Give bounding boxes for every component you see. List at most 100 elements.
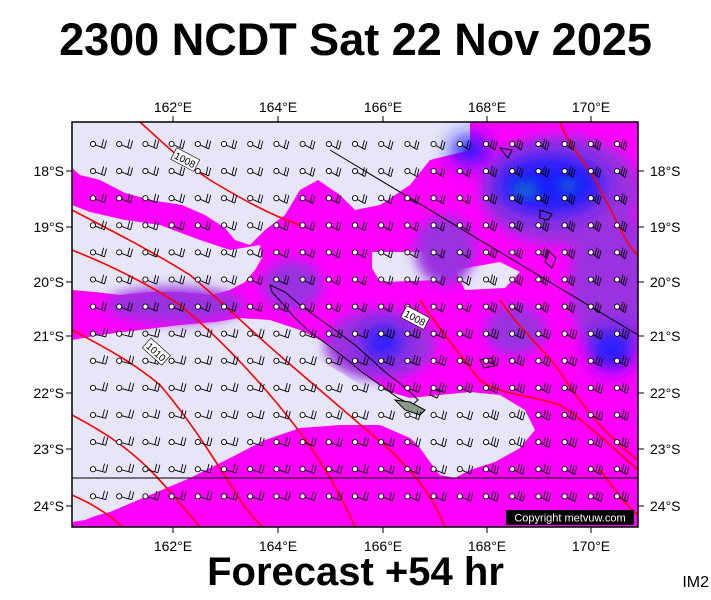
wind-barb [561, 409, 578, 421]
wind-barb [220, 166, 238, 177]
wind-barb [220, 275, 238, 285]
wind-barb [613, 193, 628, 205]
wind-barb [299, 355, 317, 366]
wind-barb [142, 409, 161, 419]
wind-barb [430, 275, 446, 286]
wind-barb [482, 409, 500, 421]
reference-lines [72, 149, 638, 479]
wind-barb [509, 138, 524, 151]
wind-barb [299, 221, 316, 231]
wind-barb [509, 165, 524, 178]
wind-barb [509, 274, 524, 286]
wind-barb [509, 382, 526, 394]
wind-barb [587, 166, 602, 178]
wind-barb [587, 409, 604, 421]
wind-barb [378, 167, 394, 178]
wind-barb [325, 355, 343, 366]
wind-barb [378, 327, 395, 339]
lon-tick-top-168: 168°E [468, 99, 506, 115]
wind-barb [587, 139, 602, 151]
wind-barb [142, 382, 161, 392]
wind-barb [456, 167, 472, 178]
wind-barb [613, 166, 628, 178]
wind-barb [482, 138, 498, 151]
wind-barb [299, 437, 317, 447]
wind-barb [220, 220, 238, 231]
wind-barb [89, 220, 107, 231]
wind-barb [247, 220, 264, 231]
lon-tick-top-166: 166°E [364, 99, 402, 115]
wind-barb [482, 382, 500, 394]
wind-barb [535, 409, 552, 421]
wind-barb [351, 491, 369, 502]
wind-barb [220, 328, 239, 338]
wind-barb [430, 464, 448, 475]
wind-barb [89, 301, 107, 312]
wind-barb [142, 220, 160, 231]
wind-barb [404, 248, 420, 259]
wind-barb [220, 491, 239, 501]
wind-barb [247, 355, 265, 366]
lon-axis-bottom: 162°E 164°E 166°E 168°E 170°E [154, 538, 610, 554]
wind-barb [194, 436, 213, 447]
wind-barb [378, 464, 395, 475]
lat-tick-right-23: 23°S [650, 441, 681, 457]
wind-barb [378, 302, 394, 313]
wind-barb [273, 139, 290, 150]
wind-barb [587, 220, 602, 232]
wind-barb [509, 247, 524, 259]
wind-barb [116, 247, 133, 258]
wind-barb [482, 247, 498, 259]
wind-barb [430, 491, 448, 502]
wind-barb [587, 382, 604, 394]
wind-barb [561, 138, 576, 151]
wind-barb [325, 410, 343, 420]
wind-barb [378, 437, 395, 448]
lon-tick-top-164: 164°E [259, 99, 297, 115]
wind-barb [89, 355, 109, 365]
wind-barb [220, 463, 239, 474]
wind-barb [220, 139, 238, 150]
wind-barb [430, 194, 446, 205]
lon-tick-bottom-170: 170°E [572, 538, 610, 554]
lat-tick-left-24: 24°S [33, 498, 64, 514]
wind-barb [482, 463, 500, 475]
wind-barb [535, 193, 550, 205]
wind-barb [168, 355, 187, 365]
wind-barb [587, 274, 602, 287]
calm-core-region [72, 340, 520, 520]
wind-barb [89, 463, 109, 473]
wind-barb [561, 220, 576, 232]
wind-barb [482, 490, 500, 502]
lat-axis-right: 18°S 19°S 20°S 21°S 22°S 23°S 24°S [650, 163, 681, 514]
wind-barb [404, 491, 422, 502]
wind-barb [247, 139, 264, 150]
wind-barb [299, 328, 317, 339]
wind-barb [273, 437, 291, 447]
wind-barb [89, 328, 109, 338]
wind-barb [116, 490, 135, 501]
wind-barb [351, 383, 369, 393]
wind-barb [561, 328, 578, 340]
wind-barb [456, 464, 474, 475]
wind-barbs [89, 138, 630, 503]
wind-barb [561, 490, 578, 502]
wind-barb [194, 302, 212, 312]
wind-barb [378, 221, 394, 232]
wind-barb [535, 463, 552, 475]
wind-barb [194, 463, 213, 474]
wind-barb [351, 194, 368, 205]
wind-barb [613, 301, 628, 314]
wind-barb [456, 410, 474, 421]
wind-barb [220, 382, 239, 393]
wind-barb [89, 193, 107, 204]
wind-barb [430, 248, 446, 259]
wind-barb [273, 491, 291, 501]
wind-barb [168, 463, 187, 474]
forecast-label: Forecast +54 hr [207, 550, 504, 594]
wind-barb [509, 193, 524, 205]
wind-barb [482, 193, 498, 205]
wind-barb [220, 409, 239, 420]
wind-barb [482, 301, 498, 313]
